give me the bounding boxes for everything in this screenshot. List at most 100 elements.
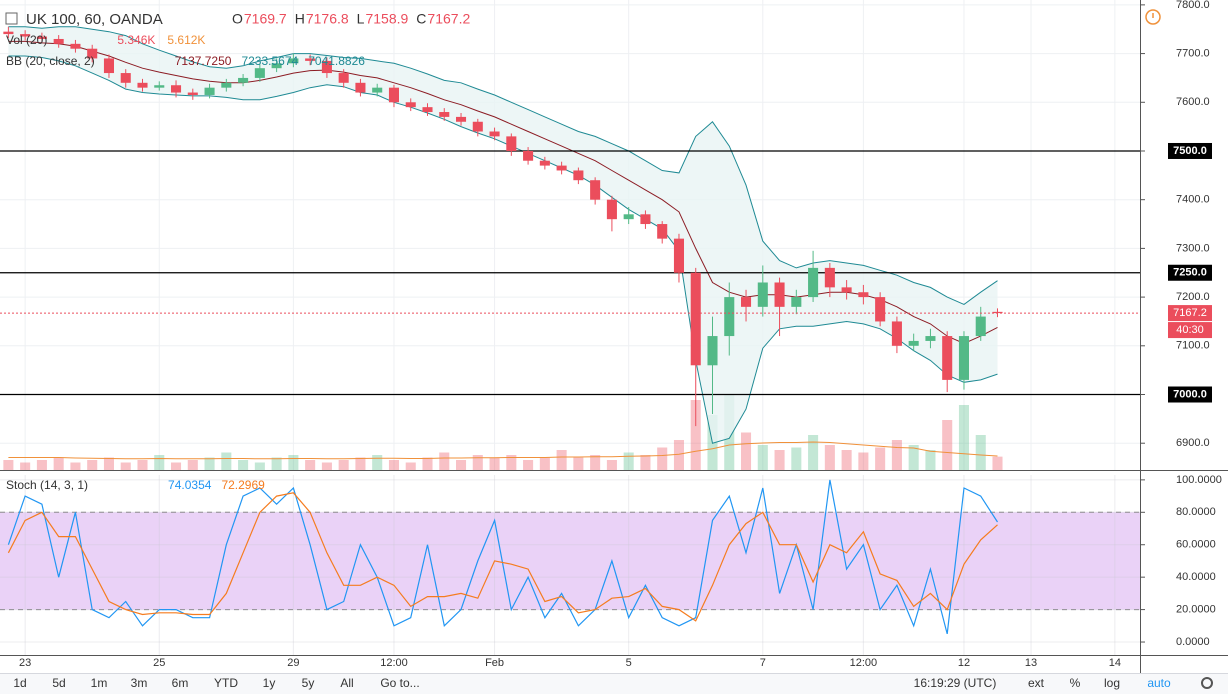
volume-bar [103, 457, 114, 470]
chart-title[interactable]: UK 100, 60, OANDA [26, 11, 163, 28]
candle-body [539, 160, 550, 166]
candle-body [254, 68, 265, 78]
volume-bar [372, 455, 383, 470]
volume-bar [942, 420, 953, 470]
volume-bar [925, 450, 936, 470]
volume-bar [422, 457, 433, 470]
level-label-bg [1168, 142, 1212, 159]
volume-bar [992, 456, 1003, 470]
volume-bar [506, 455, 517, 470]
candle-body [489, 131, 500, 137]
alert-icon[interactable] [1145, 9, 1161, 25]
candle-body [53, 38, 64, 44]
candle-body [238, 77, 249, 83]
candle-body [103, 58, 114, 74]
range-button[interactable]: 1m [91, 676, 108, 690]
candle-body [355, 82, 366, 93]
range-button[interactable]: 6m [172, 676, 189, 690]
level-label: 7000.0 [1173, 388, 1207, 400]
option-button[interactable]: ext [1028, 676, 1045, 690]
candle-body [154, 85, 165, 88]
legend-stoch[interactable]: Stoch (14, 3, 1) [6, 478, 88, 492]
volume-bar [338, 460, 349, 470]
x-tick-label: 14 [1109, 657, 1121, 669]
candle-body [288, 58, 299, 64]
candle-body [858, 292, 869, 298]
settings-icon[interactable] [1201, 677, 1213, 689]
volume-bar [137, 460, 148, 470]
candle-body [757, 282, 768, 307]
range-button[interactable]: 5d [52, 676, 65, 690]
ohlc-key: H [295, 11, 305, 27]
range-button[interactable]: All [340, 676, 353, 690]
bb-line [8, 55, 998, 444]
candle-body [171, 85, 182, 93]
candle-body [741, 297, 752, 307]
candle-body [808, 267, 819, 298]
legend-value: 7137.7250 [175, 54, 232, 68]
candle-body [523, 150, 534, 161]
y-tick-label: 60.0000 [1176, 539, 1216, 551]
candle-body [372, 87, 383, 93]
legend-volume[interactable]: Vol (20) [6, 33, 47, 47]
volume-bar [254, 462, 265, 470]
volume-bar [757, 445, 768, 470]
candle-body [305, 58, 316, 61]
volume-bar [70, 462, 81, 470]
option-button[interactable]: log [1104, 676, 1120, 690]
volume-bar [472, 455, 483, 470]
candle-body [875, 297, 886, 322]
candle-body [422, 107, 433, 113]
option-button[interactable]: % [1070, 676, 1081, 690]
volume-bar [305, 460, 316, 470]
range-button[interactable]: 1y [263, 676, 276, 690]
candle-body [456, 116, 467, 122]
range-button[interactable]: 1d [13, 676, 26, 690]
ohlc-value: 7176.8 [306, 11, 349, 27]
x-tick-label: 7 [760, 657, 766, 669]
x-tick-label: 25 [153, 657, 165, 669]
volume-bar [87, 460, 98, 470]
y-tick-label: 100.0000 [1176, 474, 1222, 486]
y-tick-label: 20.0000 [1176, 604, 1216, 616]
candle-body [573, 170, 584, 181]
level-label: 7250.0 [1173, 267, 1207, 279]
candle-body [774, 282, 785, 307]
volume-bar [824, 445, 835, 470]
y-tick-label: 7100.0 [1176, 340, 1210, 352]
x-tick-label: 23 [19, 657, 31, 669]
volume-bar [439, 452, 450, 470]
last-price-bg [1168, 305, 1212, 322]
symbol-icon[interactable] [5, 12, 18, 25]
range-button[interactable]: YTD [214, 676, 238, 690]
y-tick-label: 0.0000 [1176, 636, 1210, 648]
y-tick-label: 7600.0 [1176, 96, 1210, 108]
volume-bar [36, 460, 47, 470]
y-tick-label: 7700.0 [1176, 47, 1210, 59]
candle-body [405, 102, 416, 108]
range-button[interactable]: 5y [302, 676, 315, 690]
candle-body [791, 297, 802, 307]
volume-bar [590, 455, 601, 470]
volume-bar [673, 440, 684, 470]
range-button[interactable]: 3m [131, 676, 148, 690]
candle-body [673, 238, 684, 273]
candle-body [958, 336, 969, 380]
y-tick-label: 7300.0 [1176, 242, 1210, 254]
volume-bar [791, 447, 802, 470]
candle-body [472, 121, 483, 132]
option-button[interactable]: auto [1147, 676, 1171, 690]
candle-body [824, 267, 835, 288]
candle-body [975, 316, 986, 337]
level-label-bg [1168, 264, 1212, 281]
volume-bar [120, 462, 131, 470]
legend-bb[interactable]: BB (20, close, 2) [6, 54, 95, 68]
legend-value: 5.346K [117, 33, 155, 47]
candle-body [120, 73, 131, 83]
level-label-bg [1168, 386, 1212, 403]
last-price-label: 7167.2 [1173, 307, 1207, 319]
x-tick-label: Feb [485, 657, 504, 669]
stoch-line [7, 479, 999, 635]
goto-button[interactable]: Go to... [380, 676, 419, 690]
candle-body [204, 87, 215, 95]
